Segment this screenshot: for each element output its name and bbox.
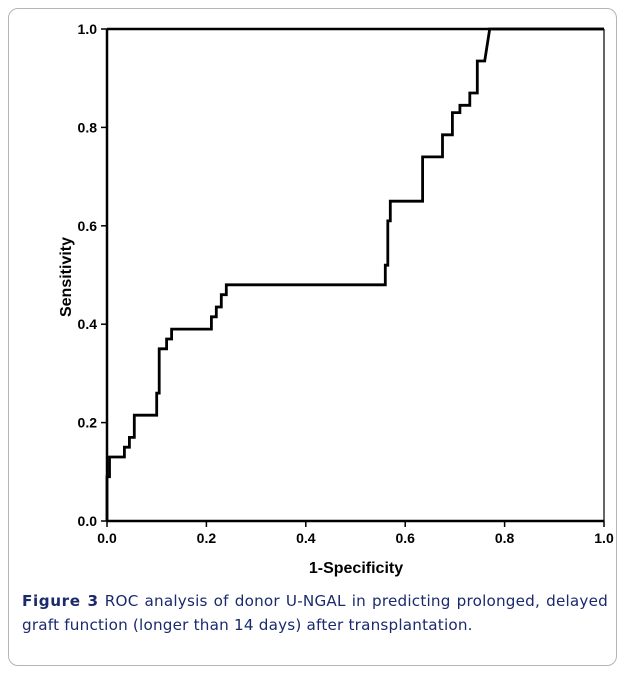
figure-label: Figure 3	[22, 592, 99, 610]
y-tick-label: 0.0	[78, 513, 98, 529]
y-tick-label: 0.2	[78, 415, 98, 431]
roc-chart: 0.0 0.2 0.4 0.6 0.8 1.0 0.0 0.2 0.4 0.6 0.8 1.0 1-…	[58, 21, 614, 577]
x-axis-title: 1-Specificity	[309, 560, 403, 577]
plot-area	[105, 27, 605, 521]
figure-frame	[8, 8, 617, 666]
y-tick-label: 1.0	[78, 21, 98, 37]
y-axis: 0.0 0.2 0.4 0.6 0.8 1.0	[78, 21, 109, 529]
y-tick-label: 0.4	[78, 316, 98, 332]
y-tick-label: 0.8	[78, 119, 98, 135]
y-tick-label: 0.6	[78, 218, 98, 234]
x-tick-label: 1.0	[594, 530, 614, 546]
x-tick-label: 0.8	[495, 530, 515, 546]
figure-caption-text: ROC analysis of donor U-NGAL in predicti…	[22, 592, 608, 634]
roc-curve	[105, 27, 604, 521]
figure-caption: Figure 3 ROC analysis of donor U-NGAL in…	[22, 589, 608, 637]
x-axis: 0.0 0.2 0.4 0.6 0.8 1.0	[97, 519, 614, 546]
x-tick-label: 0.4	[296, 530, 316, 546]
x-tick-label: 0.2	[197, 530, 217, 546]
x-tick-label: 0.6	[395, 530, 415, 546]
x-tick-label: 0.0	[97, 530, 117, 546]
y-axis-title: Sensitivity	[58, 237, 75, 317]
